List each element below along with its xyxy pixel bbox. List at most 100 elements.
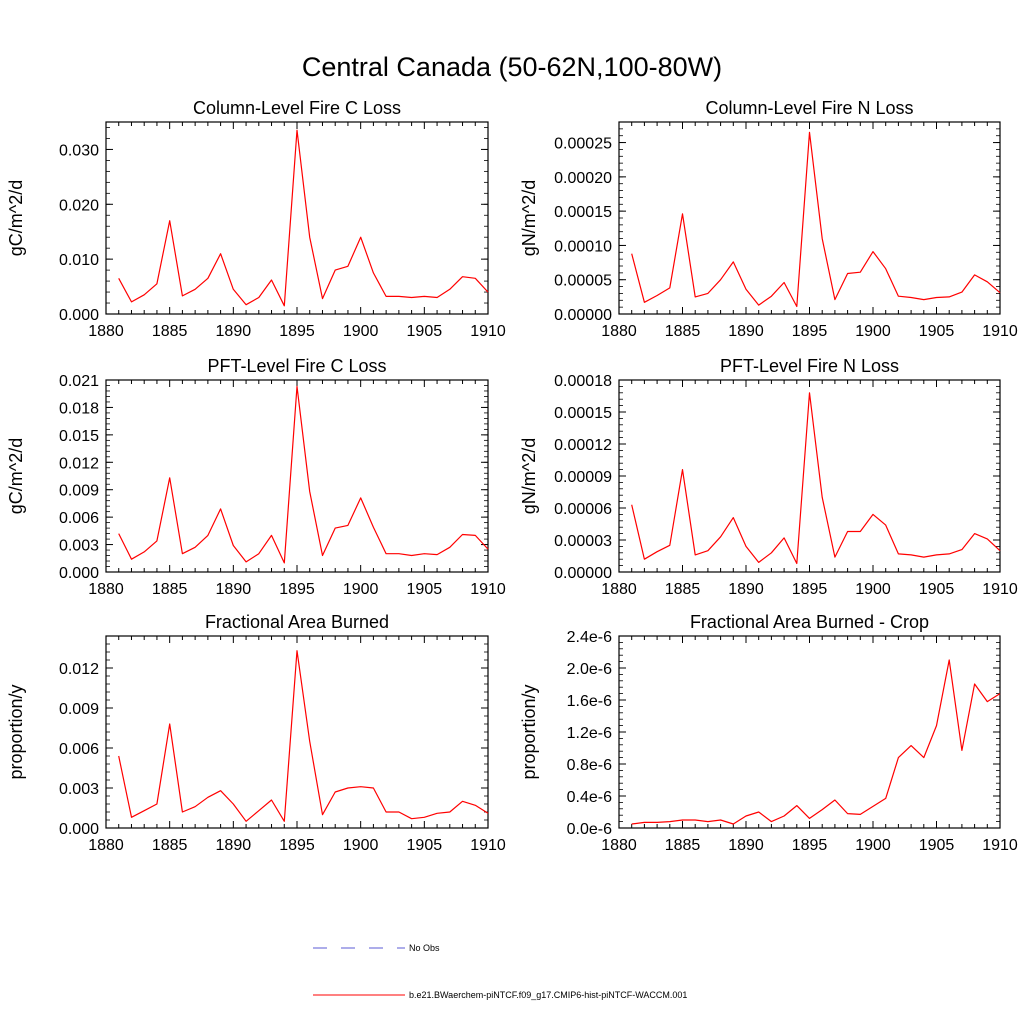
- y-tick-label: 0.010: [59, 252, 99, 269]
- x-tick-label: 1905: [407, 581, 443, 598]
- y-tick-label: 0.003: [59, 538, 99, 555]
- y-tick-label: 0.012: [59, 455, 99, 472]
- x-tick-label: 1910: [470, 837, 506, 854]
- y-axis-label: gC/m^2/d: [6, 438, 26, 514]
- x-tick-label: 1895: [279, 581, 315, 598]
- y-tick-label: 0.8e-6: [567, 757, 612, 774]
- y-tick-label: 0.021: [59, 373, 99, 390]
- y-tick-label: 0.009: [59, 483, 99, 500]
- x-tick-label: 1900: [855, 581, 891, 598]
- series-line: [631, 392, 1001, 565]
- y-tick-label: 0.015: [59, 428, 99, 445]
- series-line: [118, 650, 489, 822]
- y-tick-label: 0.009: [59, 701, 99, 718]
- panel-title: PFT-Level Fire N Loss: [720, 356, 899, 376]
- x-tick-label: 1900: [343, 323, 379, 340]
- x-tick-label: 1895: [792, 837, 828, 854]
- y-tick-label: 0.018: [59, 400, 99, 417]
- y-tick-label: 1.6e-6: [567, 693, 612, 710]
- y-axis-label: proportion/y: [6, 684, 26, 779]
- chart-panels: Column-Level Fire C Loss gC/m^2/d 1880 1885…: [6, 98, 1018, 854]
- series-line: [118, 129, 489, 307]
- chart-panel-6: Fractional Area Burned - Crop proportion/…: [519, 612, 1018, 854]
- plot-frame: [105, 121, 489, 315]
- x-tick-label: 1880: [88, 837, 124, 854]
- x-tick-label: 1900: [343, 837, 379, 854]
- series-line: [118, 385, 489, 564]
- legend-label-model: b.e21.BWaerchem-piNTCF.f09_g17.CMIP6-his…: [409, 990, 687, 1000]
- y-tick-label: 0.00009: [554, 469, 612, 486]
- x-tick-label: 1905: [919, 581, 955, 598]
- chart-panel-2: Column-Level Fire N Loss gN/m^2/d 1880 1885…: [519, 98, 1018, 340]
- y-tick-label: 0.00010: [554, 238, 612, 255]
- y-tick-label: 0.00015: [554, 204, 612, 221]
- x-tick-label: 1890: [728, 323, 764, 340]
- y-tick-label: 0.000: [59, 821, 99, 838]
- x-tick-label: 1900: [855, 323, 891, 340]
- y-tick-label: 0.00000: [554, 307, 612, 324]
- y-tick-label: 2.0e-6: [567, 661, 612, 678]
- y-tick-label: 0.4e-6: [567, 789, 612, 806]
- panel-title: PFT-Level Fire C Loss: [207, 356, 386, 376]
- legend-label-no-obs: No Obs: [409, 943, 440, 953]
- y-tick-label: 0.0e-6: [567, 821, 612, 838]
- y-tick-label: 2.4e-6: [567, 629, 612, 646]
- y-tick-label: 0.030: [59, 142, 99, 159]
- x-tick-label: 1910: [982, 581, 1018, 598]
- y-tick-label: 0.00015: [554, 405, 612, 422]
- x-tick-label: 1905: [919, 837, 955, 854]
- x-tick-label: 1895: [279, 323, 315, 340]
- x-tick-label: 1885: [665, 323, 701, 340]
- y-axis-label: proportion/y: [519, 684, 539, 779]
- x-tick-label: 1905: [919, 323, 955, 340]
- plot-frame: [618, 121, 1001, 315]
- y-tick-label: 0.000: [59, 307, 99, 324]
- x-tick-label: 1895: [792, 581, 828, 598]
- x-tick-label: 1905: [407, 323, 443, 340]
- x-tick-label: 1890: [216, 581, 252, 598]
- legend: No Obs b.e21.BWaerchem-piNTCF.f09_g17.CM…: [313, 943, 687, 1000]
- figure-title: Central Canada (50-62N,100-80W): [302, 52, 722, 82]
- x-tick-label: 1890: [216, 323, 252, 340]
- y-tick-label: 0.00003: [554, 533, 612, 550]
- plot-frame: [618, 635, 1001, 829]
- y-tick-label: 0.006: [59, 741, 99, 758]
- y-tick-label: 1.2e-6: [567, 725, 612, 742]
- x-tick-label: 1880: [601, 581, 637, 598]
- y-tick-label: 0.00000: [554, 565, 612, 582]
- x-tick-label: 1890: [728, 837, 764, 854]
- x-tick-label: 1885: [152, 837, 188, 854]
- series-line: [631, 659, 1001, 825]
- x-tick-label: 1890: [216, 837, 252, 854]
- x-tick-label: 1880: [601, 837, 637, 854]
- x-tick-label: 1880: [601, 323, 637, 340]
- x-tick-label: 1885: [152, 323, 188, 340]
- y-tick-label: 0.020: [59, 197, 99, 214]
- x-tick-label: 1910: [470, 581, 506, 598]
- x-tick-label: 1900: [343, 581, 379, 598]
- x-tick-label: 1880: [88, 581, 124, 598]
- y-tick-label: 0.00005: [554, 273, 612, 290]
- plot-frame: [618, 379, 1001, 573]
- x-tick-label: 1895: [792, 323, 828, 340]
- x-tick-label: 1900: [855, 837, 891, 854]
- y-tick-label: 0.00012: [554, 437, 612, 454]
- panel-title: Fractional Area Burned - Crop: [690, 612, 929, 632]
- y-tick-label: 0.006: [59, 510, 99, 527]
- y-tick-label: 0.003: [59, 781, 99, 798]
- y-axis-label: gN/m^2/d: [519, 438, 539, 514]
- y-tick-label: 0.00018: [554, 373, 612, 390]
- series-line: [631, 131, 1001, 308]
- x-tick-label: 1885: [665, 581, 701, 598]
- plot-frame: [105, 635, 489, 829]
- y-tick-label: 0.00025: [554, 136, 612, 153]
- x-tick-label: 1890: [728, 581, 764, 598]
- y-axis-label: gC/m^2/d: [6, 180, 26, 256]
- x-tick-label: 1905: [407, 837, 443, 854]
- panel-title: Column-Level Fire C Loss: [193, 98, 401, 118]
- panel-title: Fractional Area Burned: [205, 612, 389, 632]
- y-tick-label: 0.000: [59, 565, 99, 582]
- x-tick-label: 1910: [982, 323, 1018, 340]
- x-tick-label: 1880: [88, 323, 124, 340]
